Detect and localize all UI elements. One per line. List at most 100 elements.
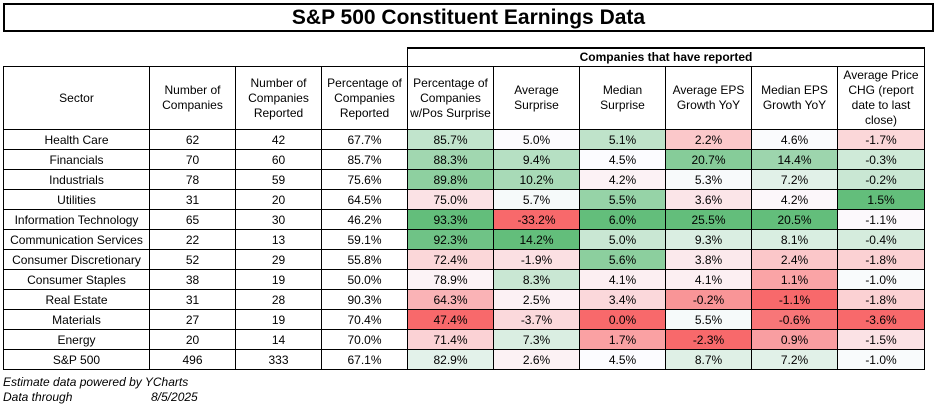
cell-med-surprise: 1.7% — [579, 329, 666, 350]
cell-med-surprise: 4.5% — [579, 349, 666, 370]
cell-num: 20 — [149, 329, 236, 350]
cell-pos-surprise: 82.9% — [407, 349, 494, 370]
cell-pct-reported: 64.5% — [321, 189, 408, 210]
cell-med-eps: 14.4% — [751, 149, 838, 170]
column-header: Number of Companies — [149, 66, 236, 130]
cell-avg-eps: 5.5% — [665, 309, 752, 330]
cell-med-surprise: 5.1% — [579, 129, 666, 150]
cell-avg-eps: 8.7% — [665, 349, 752, 370]
cell-avg-surprise: 14.2% — [493, 229, 580, 250]
table-row: Energy 20 14 70.0% 71.4% 7.3% 1.7% -2.3% 0.9% -1.… — [3, 329, 925, 350]
group-header-spacer — [4, 48, 408, 67]
cell-pct-reported: 55.8% — [321, 249, 408, 270]
cell-pct-reported: 75.6% — [321, 169, 408, 190]
data-through-label: Data through — [3, 390, 73, 404]
table-row: Industrials 78 59 75.6% 89.8% 10.2% 4.2% 5.3% 7.… — [3, 169, 925, 190]
cell-med-eps: 2.4% — [751, 249, 838, 270]
cell-avg-surprise: 10.2% — [493, 169, 580, 190]
cell-pos-surprise: 93.3% — [407, 209, 494, 230]
cell-med-surprise: 3.4% — [579, 289, 666, 310]
table-row: Real Estate 31 28 90.3% 64.3% 2.5% 3.4% -0.2% -1… — [3, 289, 925, 310]
cell-pct-reported: 70.4% — [321, 309, 408, 330]
cell-avg-eps: -0.2% — [665, 289, 752, 310]
cell-med-surprise: 0.0% — [579, 309, 666, 330]
column-header: Average Surprise — [493, 66, 580, 130]
cell-pos-surprise: 75.0% — [407, 189, 494, 210]
cell-med-surprise: 4.1% — [579, 269, 666, 290]
cell-avg-surprise: -3.7% — [493, 309, 580, 330]
cell-avg-surprise: 8.3% — [493, 269, 580, 290]
cell-avg-surprise: 9.4% — [493, 149, 580, 170]
cell-avg-eps: 25.5% — [665, 209, 752, 230]
column-header: Average EPS Growth YoY — [665, 66, 752, 130]
cell-avg-eps: 2.2% — [665, 129, 752, 150]
sector-name: Consumer Discretionary — [3, 249, 150, 270]
column-header: Median Surprise — [579, 66, 666, 130]
cell-num: 62 — [149, 129, 236, 150]
cell-med-eps: 1.1% — [751, 269, 838, 290]
cell-reported: 28 — [235, 289, 322, 310]
sector-name: Real Estate — [3, 289, 150, 310]
cell-avg-surprise: 2.5% — [493, 289, 580, 310]
cell-pos-surprise: 47.4% — [407, 309, 494, 330]
cell-med-surprise: 5.5% — [579, 189, 666, 210]
cell-price-chg: 1.5% — [837, 189, 925, 210]
table-row: Communication Services 22 13 59.1% 92.3% 14.2… — [3, 229, 925, 250]
cell-pct-reported: 67.1% — [321, 349, 408, 370]
table-row: S&P 500 496 333 67.1% 82.9% 2.6% 4.5% 8.7% 7.2% -… — [3, 349, 925, 370]
cell-med-surprise: 5.0% — [579, 229, 666, 250]
table-row: Materials 27 19 70.4% 47.4% -3.7% 0.0% 5.5% -0.6… — [3, 309, 925, 330]
cell-num: 496 — [149, 349, 236, 370]
cell-num: 78 — [149, 169, 236, 190]
sector-name: Utilities — [3, 189, 150, 210]
cell-pos-surprise: 71.4% — [407, 329, 494, 350]
cell-pct-reported: 85.7% — [321, 149, 408, 170]
cell-avg-eps: 3.8% — [665, 249, 752, 270]
group-header: Companies that have reported — [407, 47, 925, 67]
cell-med-surprise: 6.0% — [579, 209, 666, 230]
cell-price-chg: -1.0% — [837, 269, 925, 290]
cell-price-chg: -1.8% — [837, 249, 925, 270]
sector-name: Energy — [3, 329, 150, 350]
cell-med-surprise: 4.5% — [579, 149, 666, 170]
cell-med-surprise: 5.6% — [579, 249, 666, 270]
cell-reported: 14 — [235, 329, 322, 350]
cell-price-chg: -3.6% — [837, 309, 925, 330]
cell-avg-surprise: -33.2% — [493, 209, 580, 230]
cell-med-eps: -0.6% — [751, 309, 838, 330]
table-row: Consumer Staples 38 19 50.0% 78.9% 8.3% 4.1% 4.… — [3, 269, 925, 290]
cell-avg-eps: 3.6% — [665, 189, 752, 210]
cell-num: 27 — [149, 309, 236, 330]
cell-pct-reported: 67.7% — [321, 129, 408, 150]
sector-name: Materials — [3, 309, 150, 330]
cell-med-eps: 7.2% — [751, 169, 838, 190]
cell-price-chg: -1.5% — [837, 329, 925, 350]
cell-pct-reported: 50.0% — [321, 269, 408, 290]
sector-name: Health Care — [3, 129, 150, 150]
cell-med-eps: -1.1% — [751, 289, 838, 310]
cell-reported: 42 — [235, 129, 322, 150]
cell-med-surprise: 4.2% — [579, 169, 666, 190]
table-row: Health Care 62 42 67.7% 85.7% 5.0% 5.1% 2.2% 4.6… — [3, 129, 925, 150]
cell-pos-surprise: 88.3% — [407, 149, 494, 170]
cell-price-chg: -1.8% — [837, 289, 925, 310]
column-header-row: Sector Number of Companies Number of Com… — [3, 66, 925, 130]
cell-avg-surprise: 5.0% — [493, 129, 580, 150]
column-header: Number of Companies Reported — [235, 66, 322, 130]
table-row: Utilities 31 20 64.5% 75.0% 5.7% 5.5% 3.6% 4.2% 1… — [3, 189, 925, 210]
cell-price-chg: -1.7% — [837, 129, 925, 150]
cell-num: 31 — [149, 289, 236, 310]
cell-pos-surprise: 78.9% — [407, 269, 494, 290]
cell-avg-surprise: 5.7% — [493, 189, 580, 210]
cell-avg-surprise: 2.6% — [493, 349, 580, 370]
cell-avg-surprise: 7.3% — [493, 329, 580, 350]
column-header: Percentage of Companies Reported — [321, 66, 408, 130]
chart-title: S&P 500 Constituent Earnings Data — [3, 3, 934, 32]
cell-price-chg: -0.4% — [837, 229, 925, 250]
cell-avg-eps: 9.3% — [665, 229, 752, 250]
cell-pct-reported: 90.3% — [321, 289, 408, 310]
cell-med-eps: 4.6% — [751, 129, 838, 150]
column-header: Sector — [3, 66, 150, 130]
cell-avg-eps: 4.1% — [665, 269, 752, 290]
cell-reported: 333 — [235, 349, 322, 370]
